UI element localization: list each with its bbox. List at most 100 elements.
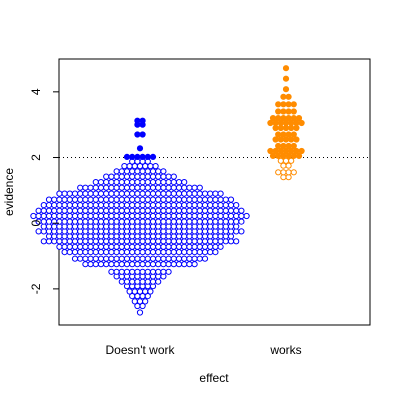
- doesnt-work-point: [181, 202, 188, 209]
- doesnt-work-point: [155, 168, 162, 175]
- doesnt-work-point: [92, 196, 99, 203]
- works-above-point: [282, 119, 290, 127]
- works-above-point: [275, 142, 282, 150]
- works-above-point: [295, 115, 303, 122]
- doesnt-work-point: [186, 238, 193, 245]
- doesnt-work-point: [227, 212, 235, 220]
- doesnt-work-point: [123, 202, 131, 209]
- doesnt-work-point: [97, 212, 105, 220]
- doesnt-work-point: [238, 212, 245, 220]
- doesnt-work-point: [212, 212, 219, 220]
- works-above-point: [293, 124, 300, 132]
- works-above-point: [272, 136, 279, 143]
- doesnt-work-point: [66, 249, 73, 256]
- doesnt-work-point: [82, 207, 89, 214]
- doesnt-work-point: [123, 238, 131, 245]
- doesnt-work-point: [136, 298, 144, 305]
- doesnt-work-point: [191, 255, 198, 262]
- doesnt-work-point: [71, 202, 79, 209]
- doesnt-work-point: [144, 293, 151, 300]
- doesnt-work-point: [175, 218, 183, 225]
- doesnt-work-point: [61, 207, 68, 214]
- doesnt-work-point: [51, 202, 58, 209]
- axis-layer: -2 0 2 4 Doesn't work works: [29, 88, 302, 357]
- doesnt-work-point: [126, 288, 133, 295]
- doesnt-work-point: [147, 288, 154, 295]
- doesnt-work-point: [186, 207, 193, 214]
- doesnt-work-point: [201, 196, 209, 203]
- doesnt-work-point: [123, 184, 131, 191]
- doesnt-work-point: [40, 207, 47, 214]
- doesnt-work-point: [165, 207, 172, 214]
- doesnt-work-point: [165, 261, 172, 268]
- doesnt-work-point: [201, 218, 209, 225]
- doesnt-work-point: [186, 255, 193, 262]
- doesnt-work-point: [149, 196, 157, 203]
- doesnt-work-point: [170, 173, 177, 180]
- doesnt-work-point: [212, 196, 219, 203]
- doesnt-work-point: [113, 173, 120, 180]
- doesnt-work-point: [113, 249, 120, 256]
- doesnt-work-point: [87, 196, 94, 203]
- works-above-point: [280, 93, 287, 100]
- doesnt-work-point: [139, 184, 146, 191]
- doesnt-work-point: [139, 212, 146, 220]
- doesnt-work-point: [142, 288, 149, 295]
- doesnt-work-point: [160, 238, 167, 245]
- doesnt-work-point: [149, 212, 157, 220]
- doesnt-work-point: [87, 212, 94, 220]
- doesnt-work-point: [181, 190, 188, 197]
- doesnt-work-point: [134, 255, 141, 262]
- doesnt-work-point: [160, 173, 167, 180]
- doesnt-work-point: [123, 255, 131, 262]
- doesnt-work-point: [97, 196, 105, 203]
- works-above-point: [282, 124, 290, 132]
- doesnt-work-point: [170, 196, 177, 203]
- doesnt-work-point: [77, 218, 84, 225]
- doesnt-work-point: [134, 212, 141, 220]
- doesnt-work-point: [196, 255, 203, 262]
- doesnt-work-point: [113, 196, 120, 203]
- doesnt-work-point: [129, 202, 136, 209]
- doesnt-work-point: [136, 309, 144, 316]
- doesnt-work-point: [175, 190, 183, 197]
- doesnt-work-point: [77, 196, 84, 203]
- works-above-point: [267, 147, 274, 155]
- doesnt-work-point: [103, 218, 110, 225]
- doesnt-work-point: [139, 255, 146, 262]
- doesnt-work-point: [139, 190, 146, 197]
- doesnt-work-point: [51, 212, 58, 220]
- doesnt-work-point: [165, 184, 172, 191]
- doesnt-work-point: [82, 196, 89, 203]
- doesnt-work-point: [207, 238, 214, 245]
- works-above-point: [280, 108, 287, 115]
- works-above-point: [290, 131, 297, 138]
- doesnt-work-point: [243, 212, 250, 220]
- doesnt-work-point: [160, 190, 167, 197]
- doesnt-work-point: [45, 196, 53, 203]
- doesnt-work-point: [165, 212, 172, 220]
- doesnt-work-point: [82, 190, 89, 197]
- doesnt-work-point: [118, 238, 125, 245]
- doesnt-work-point: [61, 243, 68, 250]
- doesnt-work-point: [160, 179, 167, 186]
- doesnt-work-point: [61, 238, 68, 245]
- doesnt-work-point: [131, 288, 138, 295]
- doesnt-work-point: [196, 196, 203, 203]
- doesnt-work-point: [196, 218, 203, 225]
- doesnt-work-point: [87, 243, 94, 250]
- doesnt-work-point: [92, 261, 99, 268]
- doesnt-work-point: [233, 207, 240, 214]
- doesnt-work-point: [56, 238, 63, 245]
- doesnt-work-point: [149, 261, 157, 268]
- doesnt-work-point: [129, 238, 136, 245]
- works-above-point: [280, 131, 287, 138]
- doesnt-work-point: [144, 261, 151, 268]
- works-above-point: [290, 101, 297, 108]
- doesnt-work-point: [217, 190, 224, 197]
- doesnt-work-point: [118, 202, 125, 209]
- doesnt-work-point: [129, 168, 136, 175]
- doesnt-work-point: [129, 207, 136, 214]
- doesnt-work-point: [181, 184, 188, 191]
- doesnt-work-point: [149, 278, 157, 285]
